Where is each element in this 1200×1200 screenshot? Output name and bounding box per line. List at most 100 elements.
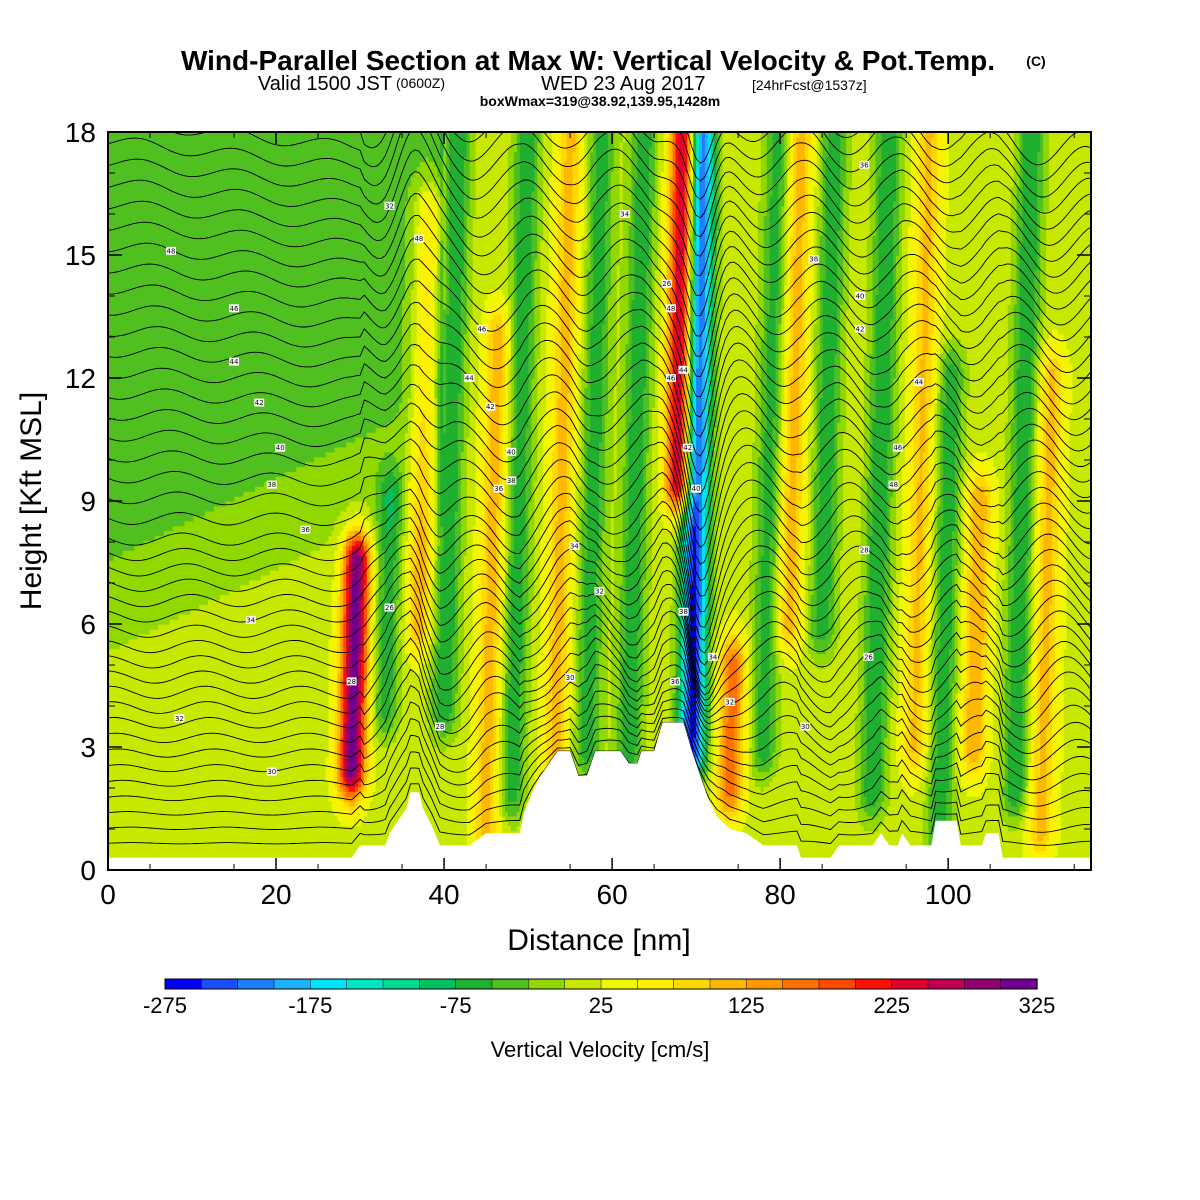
contour-label: 44 bbox=[913, 378, 924, 387]
contour-label: 46 bbox=[476, 324, 487, 333]
theta-contour bbox=[108, 455, 1091, 597]
colorbar-tick-label: -75 bbox=[440, 993, 472, 1018]
colorbar-swatch bbox=[564, 978, 602, 990]
theta-contour bbox=[108, 664, 1091, 755]
svg-text:34: 34 bbox=[708, 653, 717, 661]
theta-contour bbox=[108, 280, 1091, 438]
colorbar bbox=[164, 978, 1038, 990]
theta-contour bbox=[108, 438, 1091, 582]
contour-label: 38 bbox=[506, 476, 517, 485]
colorbar-swatch bbox=[273, 978, 311, 990]
contour-label: 44 bbox=[229, 357, 239, 366]
y-tick-label: 18 bbox=[65, 117, 96, 148]
svg-text:40: 40 bbox=[856, 293, 865, 301]
colorbar-tick-label: -275 bbox=[143, 993, 187, 1018]
chart-title-mark: (C) bbox=[1026, 53, 1045, 69]
x-axis: 0 20 40 60 80 100 bbox=[100, 132, 1075, 910]
svg-text:38: 38 bbox=[267, 481, 276, 489]
svg-text:28: 28 bbox=[435, 723, 444, 731]
svg-text:36: 36 bbox=[301, 526, 310, 534]
svg-text:38: 38 bbox=[809, 256, 818, 264]
svg-text:30: 30 bbox=[267, 768, 276, 776]
colorbar-swatch bbox=[382, 978, 420, 990]
colorbar-tick-label: 125 bbox=[728, 993, 765, 1018]
theta-contour bbox=[108, 171, 1091, 337]
theta-contour bbox=[359, 132, 1091, 238]
contour-label: 48 bbox=[888, 480, 899, 489]
contour-label: 32 bbox=[384, 201, 395, 210]
svg-text:26: 26 bbox=[662, 280, 671, 288]
colorbar-swatch bbox=[927, 978, 965, 990]
svg-text:38: 38 bbox=[679, 608, 688, 616]
svg-text:38: 38 bbox=[507, 477, 516, 485]
theta-contour bbox=[108, 528, 1091, 666]
x-tick-label: 80 bbox=[765, 879, 796, 910]
theta-contour bbox=[108, 402, 1091, 549]
contour-label: 30 bbox=[565, 673, 576, 682]
svg-text:48: 48 bbox=[167, 247, 176, 255]
theta-contour bbox=[108, 637, 1091, 728]
contour-label: 46 bbox=[892, 443, 903, 452]
theta-contour bbox=[108, 623, 1091, 719]
theta-contour bbox=[108, 708, 1091, 807]
theta-contour bbox=[108, 301, 1091, 457]
contour-label: 34 bbox=[707, 652, 718, 661]
svg-text:32: 32 bbox=[725, 698, 734, 706]
svg-text:44: 44 bbox=[465, 375, 474, 383]
colorbar-tick-labels: -275 -175 -75 25 125 225 325 bbox=[143, 993, 1055, 1018]
svg-text:48: 48 bbox=[889, 481, 898, 489]
contour-label: 38 bbox=[808, 255, 819, 264]
colorbar-title: Vertical Velocity [cm/s] bbox=[491, 1037, 710, 1062]
theta-contour bbox=[108, 583, 1091, 701]
contour-label: 34 bbox=[245, 615, 256, 624]
contour-label: 38 bbox=[678, 607, 689, 616]
theta-contour bbox=[108, 610, 1091, 713]
contour-label: 28 bbox=[434, 722, 445, 731]
contour-label: 36 bbox=[300, 525, 311, 534]
svg-text:46: 46 bbox=[477, 325, 486, 333]
contour-label: 36 bbox=[670, 677, 681, 686]
colorbar-swatch bbox=[455, 978, 493, 990]
theta-contour bbox=[453, 132, 1091, 219]
theta-contour bbox=[108, 132, 1091, 277]
theta-contour bbox=[108, 420, 1091, 565]
contour-label: 40 bbox=[855, 292, 865, 301]
x-tick-label: 100 bbox=[925, 879, 972, 910]
svg-text:44: 44 bbox=[679, 366, 688, 374]
theta-contour bbox=[108, 596, 1091, 707]
colorbar-swatch bbox=[673, 978, 711, 990]
contour-label: 28 bbox=[859, 546, 870, 555]
svg-text:42: 42 bbox=[255, 399, 264, 407]
subtitle-date: WED 23 Aug 2017 bbox=[541, 73, 706, 95]
y-tick-label: 0 bbox=[80, 855, 96, 886]
svg-text:40: 40 bbox=[692, 485, 701, 493]
subtitle-utc: (0600Z) bbox=[396, 75, 445, 91]
contour-label: 48 bbox=[413, 234, 424, 243]
svg-text:42: 42 bbox=[683, 444, 692, 452]
colorbar-swatch bbox=[419, 978, 457, 990]
contour-label: 42 bbox=[682, 443, 693, 452]
theta-contour bbox=[108, 149, 1091, 317]
svg-text:48: 48 bbox=[414, 235, 423, 243]
y-tick-label: 9 bbox=[80, 486, 96, 517]
theta-contour bbox=[108, 500, 1091, 641]
contour-label: 44 bbox=[464, 374, 475, 383]
colorbar-swatch bbox=[891, 978, 929, 990]
svg-text:32: 32 bbox=[385, 202, 394, 210]
contour-label: 40 bbox=[691, 484, 702, 493]
colorbar-swatch bbox=[746, 978, 784, 990]
contour-label: 38 bbox=[266, 480, 277, 489]
colorbar-swatch bbox=[818, 978, 856, 990]
colorbar-swatch bbox=[1000, 978, 1038, 990]
theta-contour bbox=[108, 343, 1091, 495]
contour-label: 26 bbox=[384, 603, 395, 612]
theta-contour bbox=[108, 698, 1091, 794]
colorbar-swatch bbox=[637, 978, 675, 990]
x-tick-label: 60 bbox=[597, 879, 628, 910]
chart-info-line: boxWmax=319@38.92,139.95,1428m bbox=[480, 93, 721, 109]
theta-contour bbox=[108, 676, 1091, 768]
title-block: Wind-Parallel Section at Max W: Vertical… bbox=[181, 45, 1046, 109]
contour-label: 36 bbox=[493, 484, 504, 493]
colorbar-tick-label: 225 bbox=[873, 993, 910, 1018]
theta-contour bbox=[108, 323, 1091, 476]
